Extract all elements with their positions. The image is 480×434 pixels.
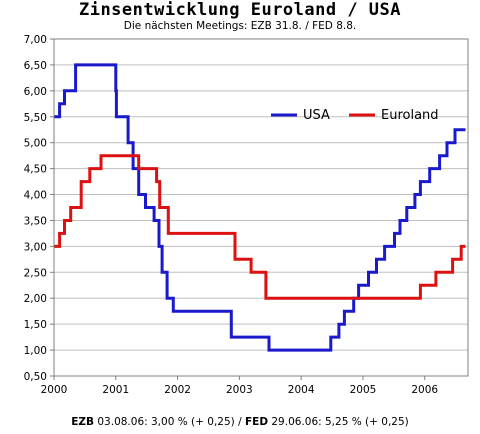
x-tick-label: 2000 [41, 384, 68, 396]
chart-title: Zinsentwicklung Euroland / USA [78, 0, 402, 20]
y-tick-label: 5,50 [24, 112, 47, 124]
plot-frame [53, 38, 469, 377]
y-tick-label: 1,50 [24, 319, 47, 331]
y-tick-label: 6,50 [24, 60, 47, 72]
x-tick-label: 2003 [226, 384, 253, 396]
footer-fed-text: 29.06.06: 5,25 % (+ 0,25) [268, 416, 409, 428]
series-line-usa [54, 63, 466, 352]
axis-layer: 0,50 1,00 1,50 2,00 2,50 3,00 3,50 4,00 4,50 5,00… [24, 34, 469, 396]
series-line-euroland [54, 154, 466, 300]
y-tick-label: 4,50 [24, 164, 47, 176]
y-tick-label: 2,50 [24, 267, 47, 279]
x-tick-label: 2001 [102, 384, 129, 396]
footer-fed-label: FED [244, 416, 269, 428]
y-tick-label: 4,00 [24, 190, 47, 202]
x-tick-label: 2005 [350, 384, 377, 396]
y-tick-label: 7,00 [24, 34, 47, 46]
legend-usa-label: USA [303, 108, 330, 123]
y-tick-label: 1,00 [24, 345, 47, 357]
x-tick-label: 2004 [288, 384, 315, 396]
y-tick-label: 5,00 [24, 138, 47, 150]
footer-ezb-text: 03.08.06: 3,00 % (+ 0,25) / [94, 416, 245, 428]
legend-euroland-label: Euroland [381, 108, 439, 123]
y-tick-label: 3,00 [24, 241, 47, 253]
footer-note: EZB 03.08.06: 3,00 % (+ 0,25) / FED 29.0… [0, 416, 480, 428]
legend: USA Euroland [271, 108, 439, 123]
y-tick-label: 6,00 [24, 86, 47, 98]
x-tick-label: 2006 [411, 384, 438, 396]
y-tick-label: 2,00 [24, 293, 47, 305]
series-layer [54, 63, 466, 352]
y-tick-label: 3,50 [24, 215, 47, 227]
footer-ezb-label: EZB [71, 416, 95, 428]
x-tick-label: 2002 [164, 384, 191, 396]
chart-subtitle: Die nächsten Meetings: EZB 31.8. / FED 8… [123, 20, 357, 32]
y-tick-label: 0,50 [24, 371, 47, 383]
